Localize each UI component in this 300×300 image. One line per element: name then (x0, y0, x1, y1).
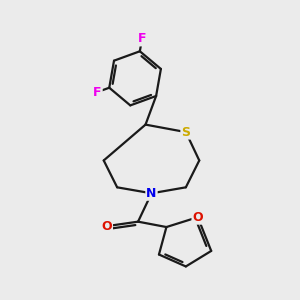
Text: O: O (101, 220, 112, 232)
Text: N: N (146, 187, 157, 200)
Text: F: F (93, 85, 102, 98)
Text: O: O (193, 211, 203, 224)
Text: S: S (181, 126, 190, 139)
Text: F: F (138, 32, 146, 45)
